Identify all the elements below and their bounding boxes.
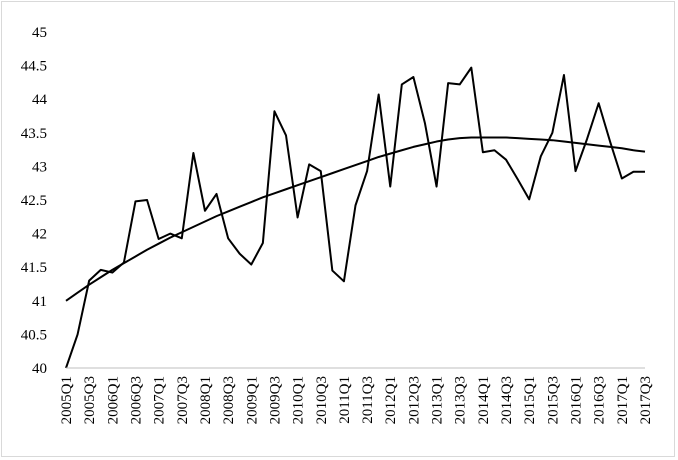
x-tick-label: 2011Q1: [337, 376, 353, 424]
x-tick-label: 2010Q3: [314, 376, 330, 424]
y-tick-label: 41: [32, 294, 47, 310]
x-axis-tick-labels: 2005Q1 2005Q3 2006Q1 2006Q3 2007Q1 2007Q3 2008…: [59, 376, 654, 424]
series-line-observed: [65, 66, 645, 369]
x-tick-label: 2005Q3: [82, 376, 98, 424]
y-tick-label: 43: [32, 159, 47, 175]
y-tick-label: 44.5: [21, 59, 47, 75]
x-tick-label: 2006Q1: [105, 376, 121, 424]
x-tick-label: 2005Q1: [59, 376, 75, 424]
x-tick-label: 2007Q1: [152, 376, 168, 424]
x-tick-label: 2017Q1: [615, 376, 631, 424]
x-tick-label: 2007Q3: [175, 376, 191, 424]
x-tick-label: 2012Q3: [406, 376, 422, 424]
y-tick-label: 43.5: [21, 126, 47, 142]
y-tick-label: 42.5: [21, 193, 47, 209]
x-tick-label: 2009Q3: [267, 376, 283, 424]
x-tick-label: 2015Q3: [545, 376, 561, 424]
series-line-trend: [65, 136, 646, 302]
x-tick-label: 2008Q1: [198, 376, 214, 424]
x-tick-label: 2015Q1: [522, 376, 538, 424]
x-tick-label: 2013Q1: [430, 376, 446, 424]
y-tick-label: 40: [32, 361, 47, 377]
y-tick-label: 41.5: [21, 260, 47, 276]
y-tick-label: 44: [32, 92, 48, 108]
series-layer: [65, 66, 646, 369]
x-tick-label: 2016Q1: [569, 376, 585, 424]
y-tick-label: 45: [32, 25, 47, 41]
x-tick-label: 2008Q3: [221, 376, 237, 424]
x-tick-label: 2011Q3: [360, 376, 376, 424]
x-tick-label: 2009Q1: [244, 376, 260, 424]
y-tick-label: 42: [32, 227, 47, 243]
x-tick-label: 2014Q1: [476, 376, 492, 424]
y-axis-tick-labels: 40 40.5 41 41.5 42 42.5 43 43.5 44 44.5 45: [21, 25, 48, 377]
x-tick-label: 2012Q1: [383, 376, 399, 424]
x-tick-label: 2013Q3: [453, 376, 469, 424]
x-tick-label: 2016Q3: [592, 376, 608, 424]
x-tick-label: 2014Q3: [499, 376, 515, 424]
x-tick-label: 2006Q3: [128, 376, 144, 424]
y-tick-label: 40.5: [21, 327, 47, 343]
x-tick-label: 2017Q3: [638, 376, 654, 424]
x-tick-label: 2010Q1: [291, 376, 307, 424]
